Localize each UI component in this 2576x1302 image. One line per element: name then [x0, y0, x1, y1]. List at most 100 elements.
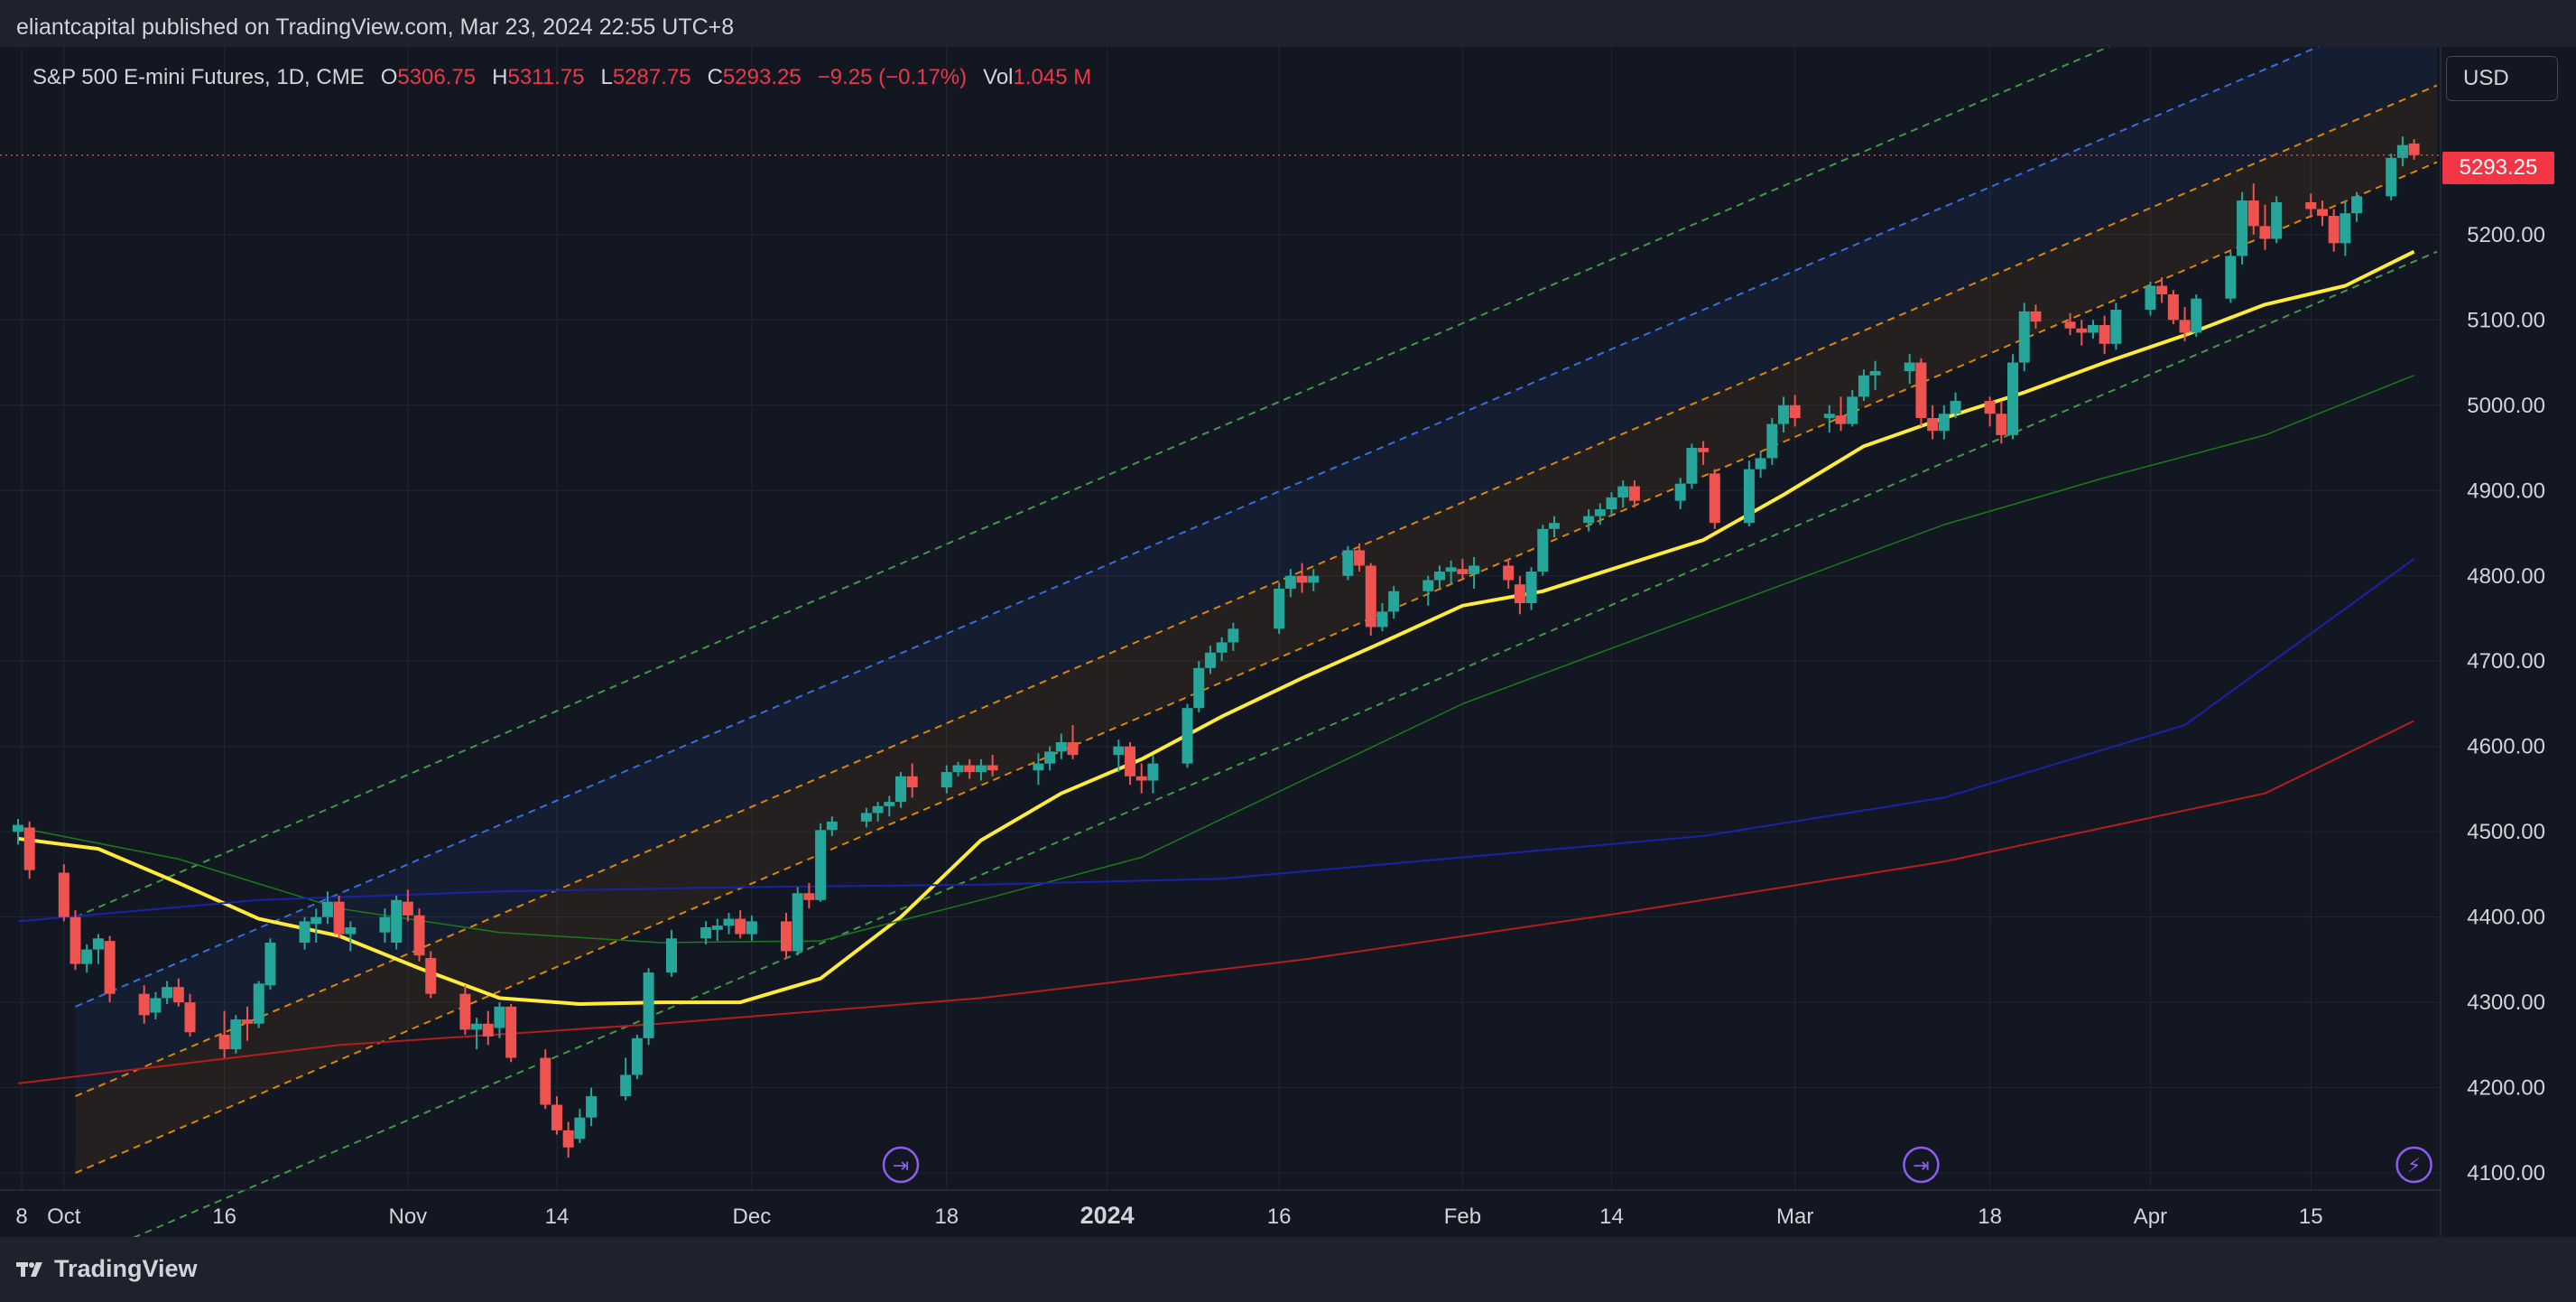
candle-down[interactable]: [104, 935, 116, 1003]
candle-up[interactable]: [2386, 153, 2397, 201]
candle-down[interactable]: [1354, 543, 1366, 572]
candle-down[interactable]: [987, 755, 998, 777]
candle-up[interactable]: [1181, 703, 1193, 768]
candle-up[interactable]: [884, 795, 895, 817]
candle-up[interactable]: [92, 934, 104, 964]
candle-up[interactable]: [1055, 733, 1067, 759]
candle-up[interactable]: [1594, 503, 1606, 525]
candle-up[interactable]: [310, 908, 322, 944]
candle-up[interactable]: [2225, 251, 2237, 303]
candle-up[interactable]: [1950, 392, 1961, 418]
candle-up[interactable]: [1216, 637, 1228, 662]
candle-up[interactable]: [643, 968, 654, 1046]
candle-down[interactable]: [242, 1006, 254, 1041]
candle-down[interactable]: [2408, 139, 2420, 160]
candle-up[interactable]: [162, 981, 173, 1005]
candle-up[interactable]: [631, 1035, 643, 1080]
candle-up[interactable]: [471, 1018, 483, 1050]
candle-down[interactable]: [172, 978, 184, 1007]
candle-down[interactable]: [69, 910, 81, 971]
candle-up[interactable]: [1755, 451, 1766, 479]
candle-up[interactable]: [815, 823, 827, 902]
candle-up[interactable]: [1204, 646, 1216, 674]
candle-up[interactable]: [81, 944, 93, 973]
candle-down[interactable]: [2030, 304, 2042, 329]
candle-up[interactable]: [1388, 586, 1400, 618]
candle-up[interactable]: [1617, 479, 1629, 508]
candle-up[interactable]: [1044, 746, 1056, 771]
candle-down[interactable]: [735, 910, 746, 939]
candle-up[interactable]: [860, 807, 872, 828]
candle-down[interactable]: [2167, 290, 2179, 325]
candle-down[interactable]: [1503, 558, 1515, 589]
candle-up[interactable]: [379, 908, 391, 944]
candle-down[interactable]: [1125, 741, 1136, 786]
candle-up[interactable]: [952, 761, 964, 777]
event-markers[interactable]: ⇥ ⇥ ⚡: [882, 1146, 2432, 1184]
candle-down[interactable]: [2076, 320, 2088, 346]
tradingview-logo[interactable]: TradingView: [16, 1255, 198, 1283]
candle-up[interactable]: [2237, 191, 2248, 265]
candle-up[interactable]: [826, 816, 838, 836]
candle-down[interactable]: [1915, 358, 1927, 427]
candle-down[interactable]: [1709, 469, 1720, 529]
candle-up[interactable]: [1422, 575, 1434, 606]
candle-up[interactable]: [1686, 443, 1698, 489]
candle-down[interactable]: [1067, 725, 1079, 759]
candle-up[interactable]: [1033, 753, 1044, 786]
candle-up[interactable]: [2145, 281, 2156, 316]
candle-up[interactable]: [1469, 556, 1480, 589]
candle-up[interactable]: [723, 912, 735, 935]
candle-down[interactable]: [562, 1121, 574, 1158]
candle-down[interactable]: [2156, 277, 2168, 303]
candle-up[interactable]: [586, 1087, 598, 1127]
candle-up[interactable]: [1113, 739, 1125, 773]
candle-up[interactable]: [2191, 293, 2202, 338]
candle-up[interactable]: [1766, 417, 1778, 465]
candle-down[interactable]: [2259, 204, 2271, 250]
candle-down[interactable]: [780, 912, 792, 959]
candle-down[interactable]: [218, 1010, 230, 1058]
currency-button[interactable]: USD: [2446, 56, 2558, 101]
candle-up[interactable]: [574, 1109, 586, 1144]
candle-up[interactable]: [321, 891, 333, 925]
candle-down[interactable]: [333, 896, 345, 939]
candle-down[interactable]: [459, 985, 471, 1036]
candle-up[interactable]: [345, 921, 357, 952]
candle-down[interactable]: [803, 882, 815, 909]
candle-down[interactable]: [2316, 200, 2328, 227]
candle-up[interactable]: [230, 1015, 242, 1054]
candle-up[interactable]: [253, 981, 264, 1028]
candle-down[interactable]: [23, 821, 35, 879]
candle-down[interactable]: [1835, 396, 1847, 432]
candle-up[interactable]: [1823, 405, 1835, 433]
candle-down[interactable]: [413, 908, 425, 962]
candle-up[interactable]: [1193, 661, 1205, 712]
candle-down[interactable]: [964, 758, 976, 779]
candle-down[interactable]: [1457, 558, 1469, 581]
candle-up[interactable]: [494, 1002, 505, 1038]
candle-up[interactable]: [1537, 525, 1549, 576]
candle-up[interactable]: [2340, 200, 2351, 256]
candle-up[interactable]: [1869, 360, 1881, 390]
candle-up[interactable]: [895, 772, 907, 808]
candle-up[interactable]: [1583, 509, 1595, 532]
candle-up[interactable]: [1433, 565, 1445, 589]
candle-up[interactable]: [1548, 516, 1560, 538]
candle-up[interactable]: [620, 1057, 632, 1101]
candles[interactable]: [13, 136, 2420, 1158]
dividend-marker-icon[interactable]: ⇥: [882, 1146, 920, 1184]
candle-up[interactable]: [1376, 602, 1388, 632]
candle-up[interactable]: [150, 991, 162, 1020]
candle-up[interactable]: [1525, 567, 1537, 610]
candle-up[interactable]: [1147, 755, 1159, 794]
candle-up[interactable]: [2110, 302, 2122, 350]
candle-down[interactable]: [2099, 315, 2110, 355]
candle-up[interactable]: [665, 929, 677, 977]
candlestick-chart[interactable]: ⇥ ⇥ ⚡ 4100.004200.004300.004400.004500.004…: [0, 47, 2576, 1237]
candle-up[interactable]: [711, 918, 723, 942]
candle-down[interactable]: [1789, 395, 1801, 427]
candle-up[interactable]: [391, 896, 403, 950]
candle-up[interactable]: [13, 819, 23, 845]
candle-down[interactable]: [1135, 763, 1147, 794]
